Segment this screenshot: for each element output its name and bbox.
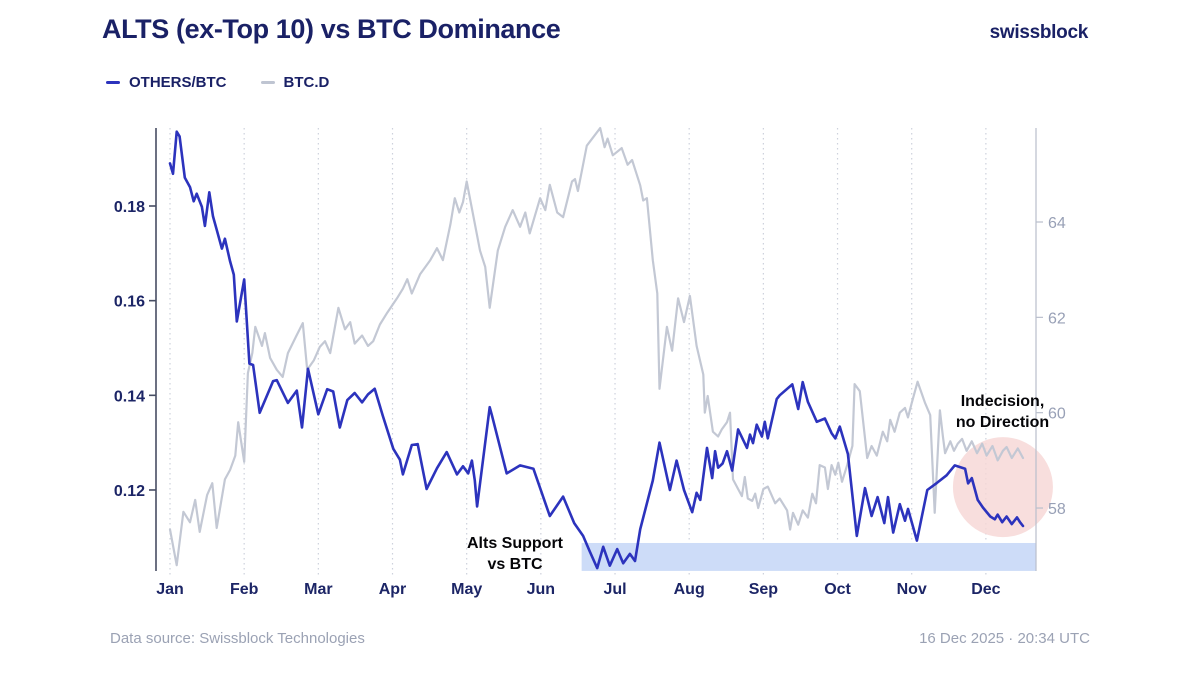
x-tick-label: Oct — [824, 581, 851, 598]
legend-label-others-btc: OTHERS/BTC — [129, 74, 227, 91]
indecision-annotation-line1: Indecision, — [960, 393, 1045, 410]
page-title: ALTS (ex-Top 10) vs BTC Dominance — [102, 14, 561, 44]
support-annotation-line2: vs BTC — [487, 556, 543, 573]
support-annotation-line1: Alts Support — [467, 535, 563, 552]
y-left-tick-label: 0.18 — [114, 199, 145, 216]
y-right-tick-label: 64 — [1048, 215, 1066, 232]
legend-dash-icon — [260, 81, 275, 84]
x-tick-label: Sep — [749, 581, 779, 598]
x-tick-label: Jul — [603, 581, 626, 598]
x-tick-label: Feb — [230, 581, 259, 598]
legend-label-btc-d: BTC.D — [283, 74, 330, 91]
x-tick-label: Aug — [674, 581, 705, 598]
x-tick-label: Nov — [897, 581, 927, 598]
y-right-tick-label: 62 — [1048, 310, 1066, 327]
swissblock-logo: swissblock — [989, 22, 1089, 43]
support-band — [581, 542, 1037, 571]
series-line-others-btc — [168, 130, 1025, 570]
y-left-tick-label: 0.16 — [114, 294, 145, 311]
y-right-tick-label: 60 — [1048, 406, 1066, 423]
legend: OTHERS/BTC BTC.D — [106, 74, 329, 91]
legend-item-others-btc: OTHERS/BTC — [106, 74, 227, 91]
timestamp: 16 Dec 2025 · 20:34 UTC — [919, 630, 1090, 647]
x-tick-label: Mar — [304, 581, 332, 598]
support-annotation: Alts Support vs BTC — [425, 533, 605, 575]
y-right-tick-label: 58 — [1048, 501, 1066, 518]
legend-dash-icon — [106, 81, 120, 84]
highlight-circle — [952, 437, 1053, 538]
x-tick-label: Jan — [156, 581, 184, 598]
legend-item-btc-d: BTC.D — [260, 74, 330, 91]
x-tick-label: Dec — [971, 581, 1000, 598]
x-tick-label: Jun — [527, 581, 555, 598]
series-line-btc-d — [168, 127, 1025, 567]
data-source: Data source: Swissblock Technologies — [110, 630, 365, 647]
indecision-annotation: Indecision, no Direction — [915, 391, 1090, 433]
x-tick-label: Apr — [379, 581, 407, 598]
y-left-tick-label: 0.14 — [114, 388, 145, 405]
x-tick-label: May — [451, 581, 482, 598]
indecision-annotation-line2: no Direction — [955, 414, 1050, 431]
y-left-tick-label: 0.12 — [114, 483, 145, 500]
